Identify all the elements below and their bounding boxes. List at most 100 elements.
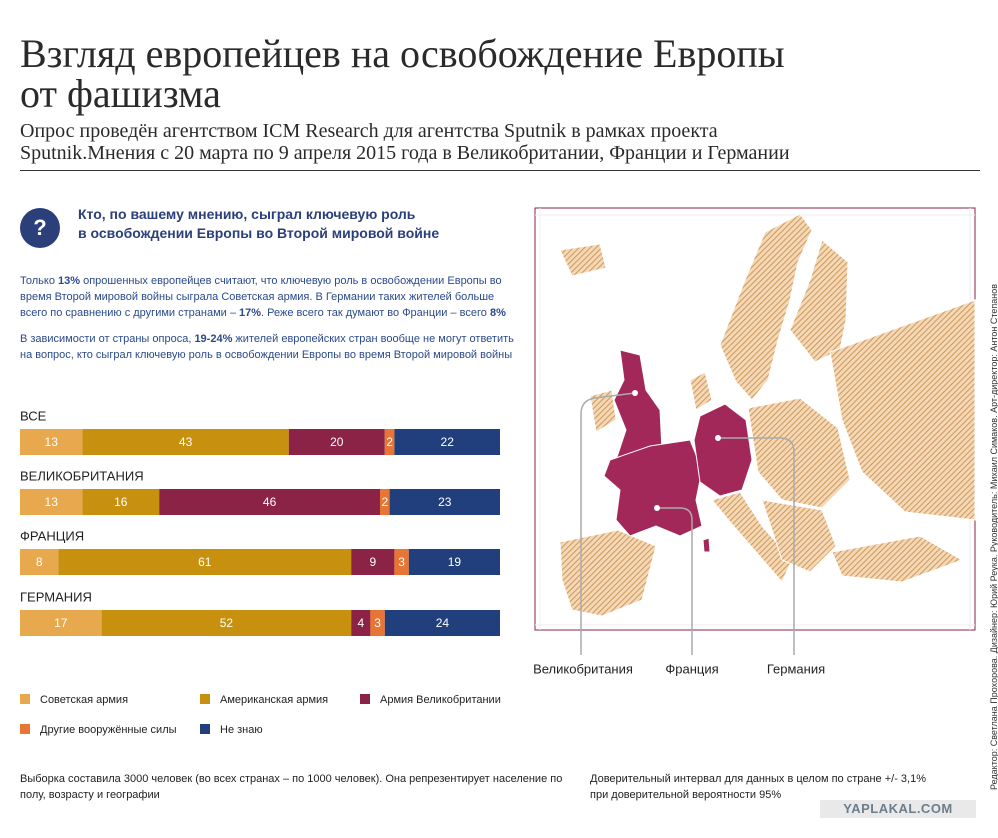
- credits: Редактор: Светлана Прохорова. Дизайнер: …: [989, 284, 998, 790]
- question-line: в освобождении Европы во Второй мировой …: [78, 225, 440, 241]
- map-label: Германия: [767, 661, 825, 676]
- value-label: 13: [45, 435, 59, 449]
- value-label: 19: [448, 555, 462, 569]
- map-country: [589, 389, 617, 433]
- subtitle-line: Опрос проведён агентством ICM Research д…: [20, 120, 718, 142]
- legend-swatch: [20, 724, 30, 734]
- bar-segment: [101, 610, 352, 636]
- bar-segment: [82, 489, 160, 515]
- value-label: 2: [381, 495, 388, 509]
- value-label: 9: [369, 555, 376, 569]
- bar-segment: [351, 610, 371, 636]
- map-country: [747, 397, 851, 509]
- value-label: 4: [357, 616, 364, 630]
- legend-label: Американская армия: [220, 694, 328, 706]
- question-icon: ?: [20, 208, 60, 248]
- bar-segment: [159, 489, 380, 515]
- legend-swatch: [20, 694, 30, 704]
- map-dots: [632, 390, 721, 511]
- map-country: [789, 239, 849, 363]
- bar-segment: [370, 610, 385, 636]
- intro-text: опрошенных европейцев считают, что ключе…: [20, 275, 502, 319]
- map-country-germany: [693, 403, 753, 497]
- intro-text: . Реже всего так думают во Франции – все…: [261, 307, 490, 319]
- value-label: 23: [438, 495, 452, 509]
- map-country: [559, 529, 657, 617]
- map-country-corsica: [702, 537, 711, 553]
- divider: [20, 170, 980, 171]
- value-label: 8: [36, 555, 43, 569]
- bar-segment: [389, 489, 500, 515]
- value-label: 3: [398, 555, 405, 569]
- map-country: [831, 535, 964, 583]
- map-other-countries: [559, 213, 976, 617]
- bar-segment: [394, 429, 500, 455]
- value-label: 61: [198, 555, 212, 569]
- intro-highlight: 17%: [239, 307, 262, 319]
- value-label: 22: [441, 435, 455, 449]
- question: Кто, по вашему мнению, сыграл ключевую р…: [78, 205, 439, 243]
- bar-segment: [408, 549, 500, 575]
- bar-segment: [384, 429, 395, 455]
- legend-swatch: [360, 694, 370, 704]
- map-pointer: [580, 392, 636, 655]
- map-dot: [715, 435, 721, 441]
- intro-text: В зависимости от страны опроса,: [20, 333, 195, 345]
- category-label: ВЕЛИКОБРИТАНИЯ: [20, 468, 144, 483]
- map-pointer: [718, 437, 795, 655]
- footnote: Выборка составила 3000 человек (во всех …: [20, 773, 563, 801]
- footnote: Доверительный интервал для данных в цело…: [590, 773, 926, 801]
- legend-swatch: [200, 694, 210, 704]
- title-line: от фашизма: [20, 71, 221, 116]
- value-label: 3: [374, 616, 381, 630]
- value-label: 46: [263, 495, 277, 509]
- category-label: ГЕРМАНИЯ: [20, 589, 92, 604]
- map-pointers: [580, 392, 795, 655]
- legend-label: Армия Великобритании: [380, 694, 501, 706]
- value-label: 2: [386, 435, 393, 449]
- intro-text: жителей европейских стран вообще не могу…: [20, 333, 514, 361]
- map-country: [559, 243, 607, 277]
- category-label: ВСЕ: [20, 408, 47, 423]
- title: Взгляд европейцев на освобождение Европы…: [20, 34, 785, 114]
- value-label: 43: [179, 435, 193, 449]
- bar-segment: [20, 549, 59, 575]
- map-country: [761, 499, 837, 573]
- value-label: 13: [45, 495, 59, 509]
- intro-paragraph: Только 13% опрошенных европейцев считают…: [20, 273, 520, 321]
- category-label: ФРАНЦИЯ: [20, 528, 84, 543]
- bar-segment: [380, 489, 390, 515]
- map: Великобритания Франция Германия: [533, 207, 976, 676]
- bar-segment: [394, 549, 409, 575]
- legend-label: Другие вооружённые силы: [40, 724, 177, 736]
- value-label: 16: [114, 495, 128, 509]
- map-label: Франция: [665, 661, 718, 676]
- bar-segment: [20, 429, 83, 455]
- watermark: YAPLAKAL.COM: [820, 800, 976, 818]
- map-country: [711, 491, 793, 583]
- intro-highlight: 19-24%: [194, 333, 233, 345]
- legend-swatch: [200, 724, 210, 734]
- value-label: 20: [330, 435, 344, 449]
- legend-label: Советская армия: [40, 694, 128, 706]
- title-line: Взгляд европейцев на освобождение Европы: [20, 31, 785, 76]
- value-label: 24: [436, 616, 450, 630]
- map-survey-countries: [603, 349, 753, 553]
- map-pointer: [657, 507, 693, 655]
- value-label: 52: [220, 616, 234, 630]
- map-country: [829, 299, 976, 521]
- legend-label: Не знаю: [220, 724, 263, 736]
- intro-highlight: 13%: [58, 275, 81, 287]
- map-country: [689, 371, 713, 411]
- bar-segment: [384, 610, 500, 636]
- bar-segment: [82, 429, 289, 455]
- map-dot: [654, 505, 660, 511]
- subtitle: Опрос проведён агентством ICM Research д…: [20, 120, 790, 164]
- map-dot: [632, 390, 638, 396]
- question-line: Кто, по вашему мнению, сыграл ключевую р…: [78, 206, 416, 222]
- intro-highlight: 8%: [489, 307, 506, 319]
- bar-segment: [351, 549, 395, 575]
